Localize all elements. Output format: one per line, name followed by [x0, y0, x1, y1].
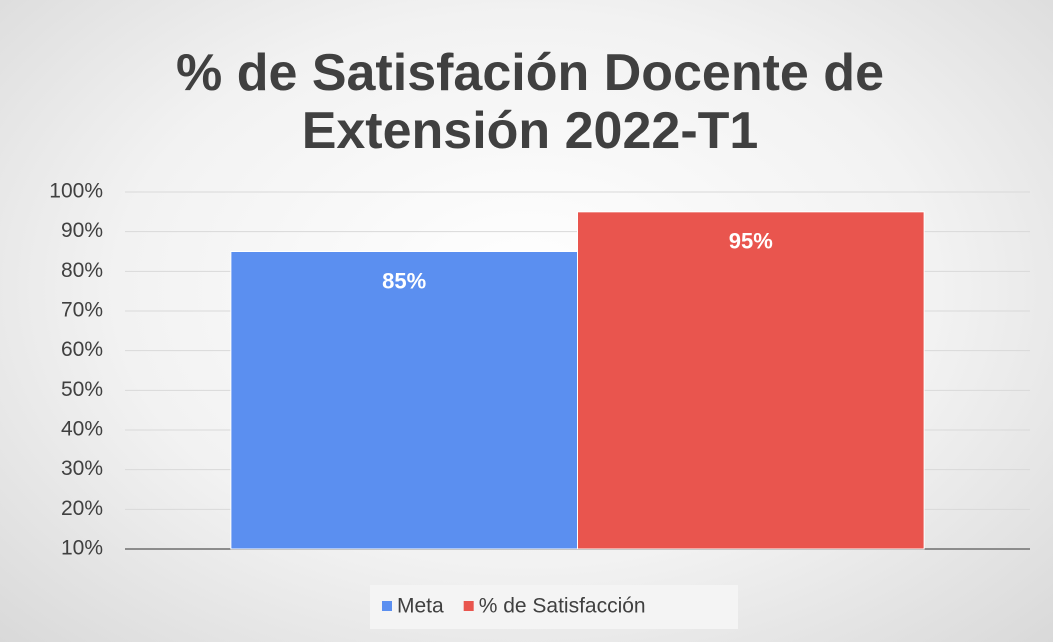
y-tick-label: 40%: [61, 418, 103, 441]
y-tick-label: 50%: [61, 378, 103, 401]
legend-swatch: [382, 601, 392, 611]
y-tick-label: 60%: [61, 338, 103, 361]
chart-title: % de Satisfación Docente de Extensión 20…: [176, 44, 884, 160]
bar: [230, 251, 578, 550]
y-tick-label: 20%: [61, 497, 103, 520]
legend-label: % de Satisfacción: [479, 595, 646, 618]
bar: [577, 211, 925, 550]
y-tick-label: 80%: [61, 259, 103, 282]
data-label: 85%: [382, 268, 426, 293]
y-tick-label: 10%: [61, 537, 103, 560]
data-label: 95%: [729, 229, 773, 254]
y-tick-label: 90%: [61, 219, 103, 242]
y-tick-label: 70%: [61, 299, 103, 322]
y-tick-label: 30%: [61, 457, 103, 480]
legend-label: Meta: [397, 595, 444, 618]
legend-swatch: [463, 601, 474, 611]
legend-box: [370, 585, 738, 629]
y-tick-label: 100%: [49, 180, 103, 203]
